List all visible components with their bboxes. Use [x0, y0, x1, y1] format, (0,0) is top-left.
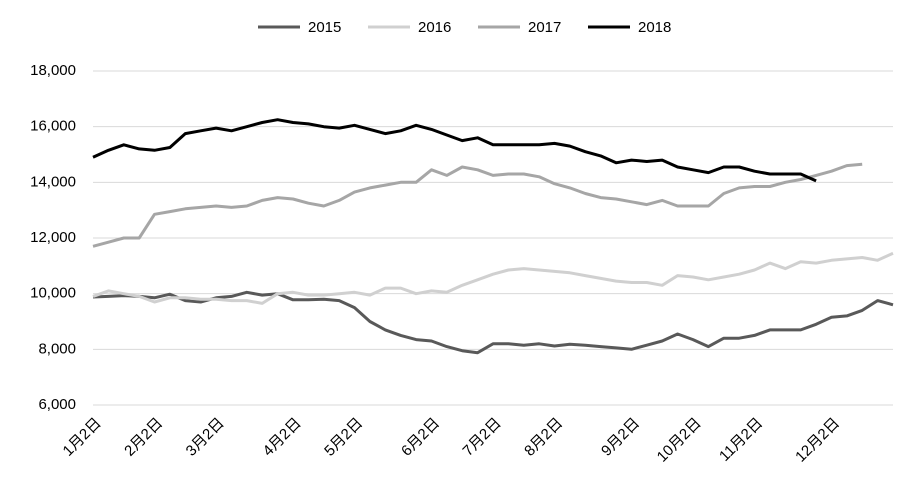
x-tick-label: 3月2日: [183, 415, 228, 460]
x-tick-label: 2月2日: [121, 415, 166, 460]
y-tick-label: 14,000: [30, 173, 76, 190]
x-tick-label: 8月2日: [521, 415, 566, 460]
legend-label: 2018: [638, 19, 671, 36]
y-tick-label: 6,000: [38, 396, 76, 413]
x-tick-label: 6月2日: [398, 415, 443, 460]
x-tick-label: 5月2日: [321, 415, 366, 460]
series-line: [92, 118, 817, 183]
series-line: [92, 251, 894, 305]
x-tick-label: 10月2日: [654, 415, 705, 466]
series-line: [92, 162, 863, 248]
x-tick-label: 1月2日: [60, 415, 105, 460]
series-line: [92, 290, 894, 355]
x-tick-label: 4月2日: [260, 415, 305, 460]
legend-label: 2016: [418, 19, 451, 36]
x-tick-label: 9月2日: [598, 415, 643, 460]
x-tick-label: 12月2日: [792, 415, 843, 466]
y-tick-label: 16,000: [30, 118, 76, 135]
x-tick-label: 7月2日: [460, 415, 505, 460]
x-tick-label: 11月2日: [716, 415, 766, 465]
legend-label: 2015: [308, 19, 341, 36]
y-tick-label: 10,000: [30, 285, 76, 302]
y-tick-label: 8,000: [38, 340, 76, 357]
y-tick-label: 18,000: [30, 62, 76, 79]
y-tick-label: 12,000: [30, 229, 76, 246]
legend-label: 2017: [528, 19, 561, 36]
